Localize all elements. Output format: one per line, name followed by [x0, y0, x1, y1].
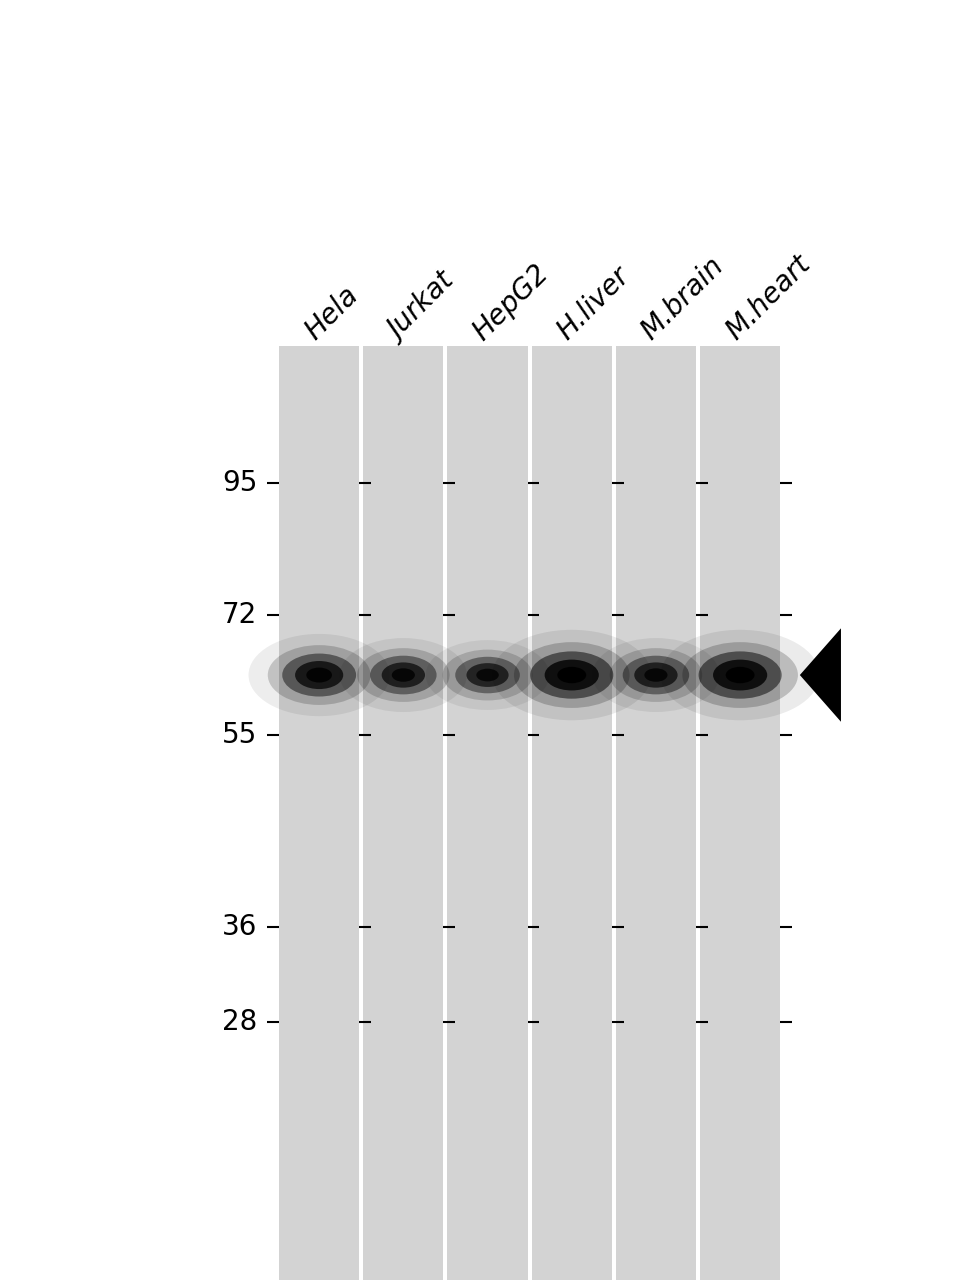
Ellipse shape	[622, 655, 689, 694]
Bar	[531, 346, 611, 1280]
Ellipse shape	[442, 650, 532, 700]
Ellipse shape	[556, 667, 586, 684]
Ellipse shape	[682, 643, 797, 708]
Ellipse shape	[698, 652, 780, 699]
Ellipse shape	[492, 630, 650, 721]
Ellipse shape	[294, 660, 343, 689]
Text: 55: 55	[222, 721, 257, 749]
Ellipse shape	[644, 668, 667, 682]
Ellipse shape	[725, 667, 754, 684]
Ellipse shape	[455, 657, 519, 694]
Ellipse shape	[282, 654, 356, 696]
Text: Hela: Hela	[299, 282, 363, 346]
Ellipse shape	[592, 637, 719, 712]
Ellipse shape	[306, 668, 332, 682]
Text: 72: 72	[222, 602, 257, 630]
Text: HepG2: HepG2	[467, 259, 554, 346]
Text: 36: 36	[222, 913, 257, 941]
Bar	[279, 346, 359, 1280]
Ellipse shape	[609, 648, 701, 701]
Polygon shape	[799, 628, 840, 722]
Bar	[615, 346, 695, 1280]
Ellipse shape	[544, 659, 599, 690]
Ellipse shape	[391, 668, 415, 682]
Bar	[699, 346, 779, 1280]
Ellipse shape	[466, 663, 509, 687]
Ellipse shape	[357, 648, 449, 701]
Ellipse shape	[660, 630, 819, 721]
Ellipse shape	[268, 645, 370, 705]
Text: 95: 95	[222, 470, 257, 498]
Ellipse shape	[712, 659, 767, 690]
Bar	[363, 346, 443, 1280]
Ellipse shape	[248, 634, 389, 716]
Text: Jurkat: Jurkat	[383, 269, 461, 346]
Bar	[447, 346, 527, 1280]
Text: H.liver: H.liver	[552, 262, 635, 346]
Ellipse shape	[634, 663, 677, 687]
Text: M.heart: M.heart	[720, 250, 815, 346]
Ellipse shape	[513, 643, 629, 708]
Ellipse shape	[530, 652, 612, 699]
Ellipse shape	[370, 655, 436, 694]
Text: M.brain: M.brain	[636, 252, 729, 346]
Ellipse shape	[476, 668, 498, 681]
Ellipse shape	[339, 637, 467, 712]
Ellipse shape	[381, 663, 424, 687]
Text: 28: 28	[222, 1009, 257, 1037]
Ellipse shape	[425, 640, 549, 710]
